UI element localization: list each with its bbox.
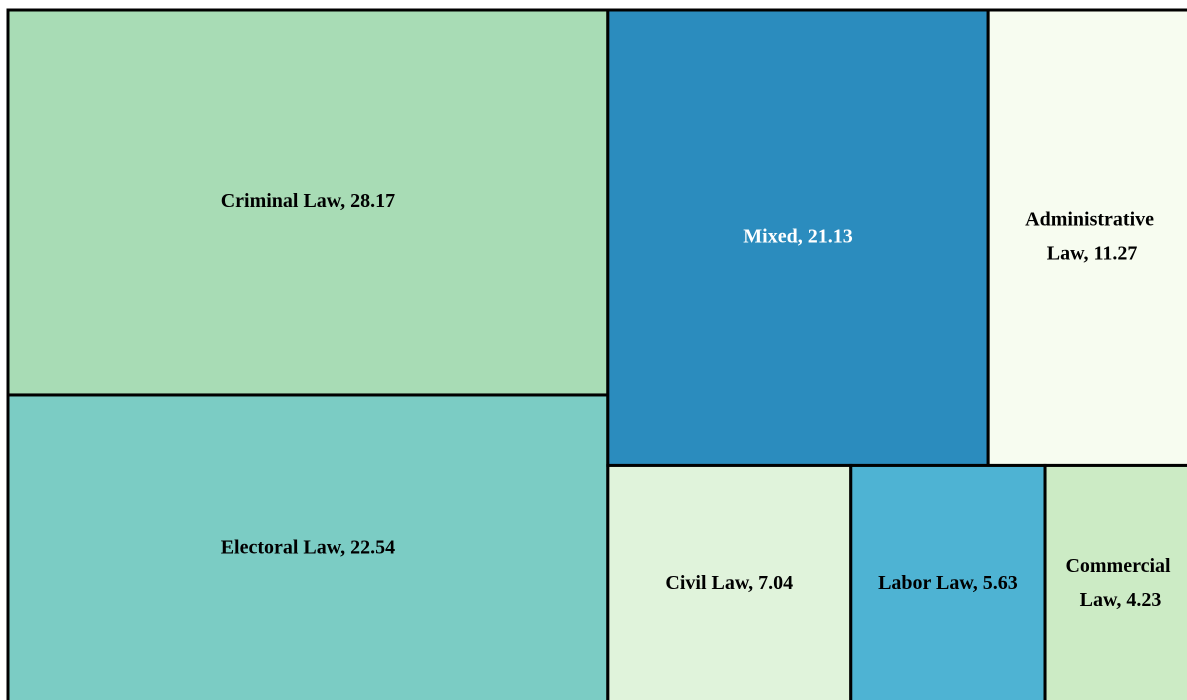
cell-label: Civil Law, 7.04 bbox=[665, 572, 793, 594]
cell-label: Mixed, 21.13 bbox=[743, 225, 852, 247]
treemap-cell bbox=[1043, 463, 1187, 700]
treemap-cell bbox=[986, 8, 1187, 467]
treemap-cell bbox=[606, 463, 853, 700]
cell-label: Electoral Law, 22.54 bbox=[221, 537, 395, 559]
cell-label: Criminal Law, 28.17 bbox=[221, 190, 395, 212]
cell-label: Labor Law, 5.63 bbox=[878, 572, 1018, 594]
cell-label: Commercial Law, 4.23 bbox=[1065, 555, 1171, 611]
treemap-cell bbox=[6, 8, 610, 397]
treemap-cell bbox=[6, 393, 610, 700]
cell-label: Administrative Law, 11.27 bbox=[1025, 208, 1154, 264]
